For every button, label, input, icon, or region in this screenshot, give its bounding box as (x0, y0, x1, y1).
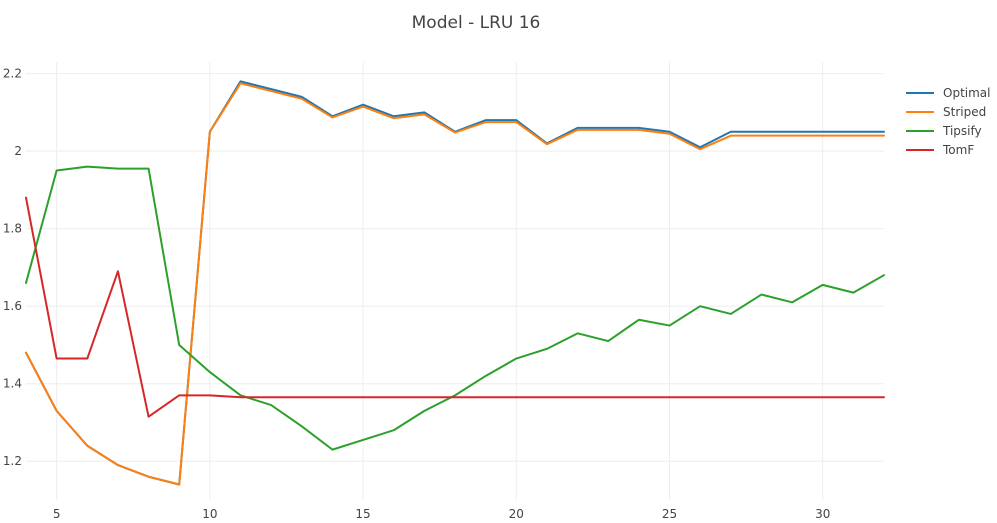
y-axis-ticks: 1.2 1.4 1.6 1.8 2 2.2 (3, 67, 22, 469)
y-tick-label: 2 (14, 144, 22, 158)
legend-item-striped[interactable]: Striped (906, 105, 986, 119)
x-tick-label: 30 (815, 507, 830, 521)
x-axis-ticks: 5 10 15 20 25 30 (53, 507, 831, 521)
legend-label: Striped (943, 105, 986, 119)
legend-label: TomF (942, 143, 974, 157)
y-tick-label: 1.6 (3, 299, 22, 313)
y-tick-label: 1.4 (3, 377, 22, 391)
series-line-tomf (25, 196, 885, 418)
series-line-striped (25, 82, 885, 486)
legend-item-tipsify[interactable]: Tipsify (906, 124, 982, 138)
x-tick-label: 20 (509, 507, 524, 521)
series-line-tipsify (25, 165, 885, 451)
x-tick-label: 10 (202, 507, 217, 521)
x-tick-label: 25 (662, 507, 677, 521)
x-tick-label: 5 (53, 507, 61, 521)
chart-title: Model - LRU 16 (412, 13, 541, 33)
y-tick-label: 1.8 (3, 222, 22, 236)
y-tick-label: 2.2 (3, 67, 22, 81)
series-line-optimal (25, 80, 885, 486)
x-gridlines (56, 62, 824, 500)
legend-item-optimal[interactable]: Optimal (906, 86, 990, 100)
legend[interactable]: Optimal Striped Tipsify TomF (906, 86, 990, 157)
y-gridlines (26, 73, 884, 462)
legend-label: Tipsify (942, 124, 982, 138)
series-layer (25, 80, 885, 486)
y-tick-label: 1.2 (3, 454, 22, 468)
x-tick-label: 15 (355, 507, 370, 521)
legend-label: Optimal (943, 86, 990, 100)
legend-item-tomf[interactable]: TomF (906, 143, 974, 157)
